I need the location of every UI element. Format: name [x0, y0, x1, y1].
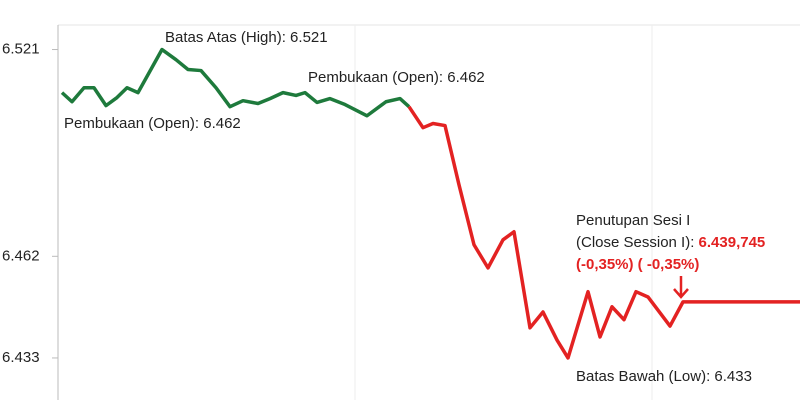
annotation-open: Pembukaan (Open): 6.462 [308, 69, 485, 86]
y-tick-label: 6.433 [2, 349, 40, 366]
price-line [407, 105, 800, 360]
y-tick-label: 6.521 [2, 41, 40, 58]
price-line [60, 47, 411, 118]
annotation-close: (Close Session I): [576, 234, 699, 251]
annotation-close: (Close Session I): 6.439,745 [576, 234, 765, 251]
annotation-low: Batas Bawah (Low): 6.433 [576, 368, 752, 385]
annotation-close: Penutupan Sesi I [576, 212, 690, 229]
y-tick-label: 6.462 [2, 247, 40, 264]
close-value: 6.439,745 [699, 234, 766, 251]
close-change: (-0,35%) ( -0,35%) [576, 256, 699, 273]
annotation-open: Pembukaan (Open): 6.462 [64, 115, 241, 132]
plot: 6.433 6.462 6.521 [2, 41, 800, 366]
annotation-high: Batas Atas (High): 6.521 [165, 29, 328, 46]
arrow [673, 276, 689, 299]
